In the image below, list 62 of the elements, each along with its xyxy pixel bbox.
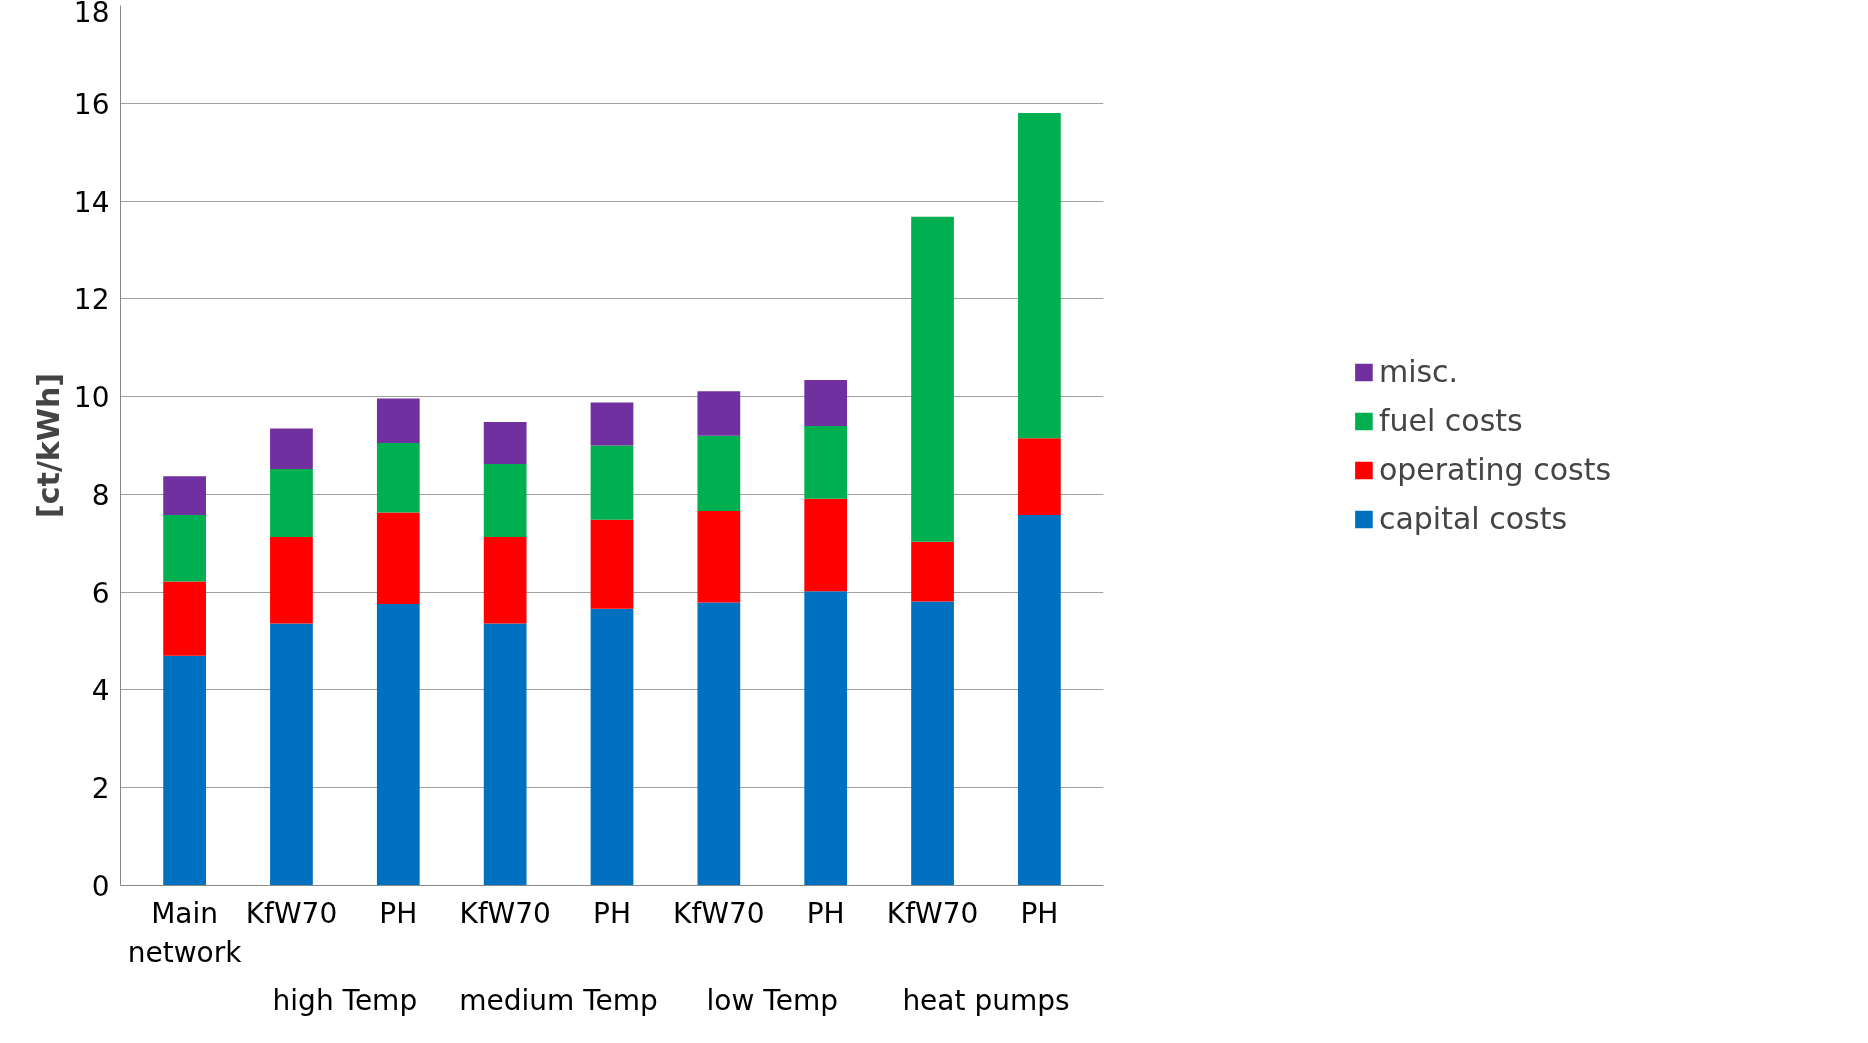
bar [911,216,954,542]
bar [376,443,420,513]
y-tick-label: 8 [91,478,110,512]
bar [270,428,313,469]
text: high Temp [272,983,418,1017]
bar [376,398,420,444]
text: medium Temp [459,983,658,1017]
y-tick-label: 12 [73,283,110,317]
y-tick-label: 18 [73,0,110,29]
y-tick-label: 4 [91,674,110,708]
bar [270,468,313,537]
bar [483,623,527,886]
bar [590,519,634,609]
bar [270,536,313,624]
y-tick-label: 6 [91,576,110,610]
bar [804,425,848,499]
y-tick-label: 10 [73,381,110,415]
bar [1018,113,1061,439]
y-tick-label: 14 [73,185,110,219]
bar [483,464,527,537]
text: low Temp [706,983,838,1017]
bar [697,602,741,886]
bar [697,511,741,603]
legend-label: capital costs [1378,501,1568,536]
x-tick-label: KfW70 [245,896,338,930]
bar [163,655,206,886]
x-tick-label: KfW70 [459,896,551,930]
bar [163,476,206,515]
y-tick-label: 0 [91,870,110,903]
bar [270,623,313,886]
bar [376,512,420,604]
bar [483,422,527,465]
y-tick-label: 16 [73,87,110,121]
bar [590,402,634,446]
legend-label: operating costs [1378,452,1612,487]
bar [911,541,954,602]
y-tick-label: 2 [91,772,110,806]
y-axis-title: [ct/kWh] [30,373,66,518]
bar [376,603,420,886]
x-tick-label: Main network [127,896,243,970]
x-tick-label: KfW70 [886,896,979,930]
bar [1018,514,1061,886]
x-tick-label: PH [379,896,418,930]
x-tick-label: PH [593,896,631,930]
legend-label: misc. [1378,354,1459,389]
x-tick-label: KfW70 [673,896,765,930]
bar [911,601,954,886]
legend-label: fuel costs [1378,403,1523,438]
bar [163,581,206,656]
x-tick-label: PH [1020,896,1059,930]
bar [590,608,634,886]
x-tick-label: PH [806,896,845,930]
bar [163,514,206,582]
bar [804,591,848,886]
bar [483,536,527,624]
bar [697,391,741,436]
bar [804,379,848,426]
bar [804,498,848,592]
text: heat pumps [902,983,1070,1017]
bar [590,445,634,520]
bar [697,435,741,512]
bar [1018,438,1061,515]
